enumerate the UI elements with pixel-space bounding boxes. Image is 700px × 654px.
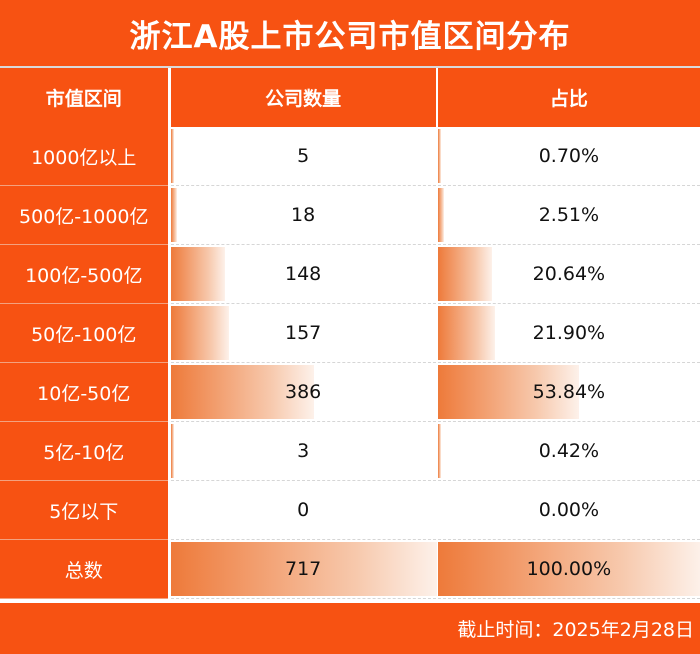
count-cell: 18: [170, 186, 436, 245]
market-cap-table: 市值区间 公司数量 占比 1000亿以上 5 0.70% 500亿-1000亿 18 2.…: [0, 68, 700, 599]
ratio-bar: [437, 247, 493, 301]
table-header-row: 市值区间 公司数量 占比: [0, 68, 700, 127]
ratio-cell: 20.64%: [437, 245, 700, 304]
count-cell: 157: [170, 304, 436, 363]
count-value: 5: [297, 145, 310, 167]
table-row: 100亿-500亿 148 20.64%: [0, 245, 700, 304]
ratio-cell: 21.90%: [437, 304, 700, 363]
table-row: 5亿-10亿 3 0.42%: [0, 422, 700, 481]
ratio-value: 2.51%: [538, 204, 600, 226]
count-cell: 3: [170, 422, 436, 481]
ratio-bar: [437, 188, 445, 242]
count-bar: [170, 247, 226, 301]
count-cell: 5: [170, 127, 436, 186]
ratio-cell: 2.51%: [437, 186, 700, 245]
range-cell: 总数: [0, 540, 168, 599]
ratio-value: 53.84%: [532, 381, 606, 403]
count-cell: 717: [170, 540, 437, 599]
count-cell: 148: [170, 245, 436, 304]
ratio-bar: [437, 365, 580, 419]
ratio-cell: 0.70%: [437, 127, 700, 186]
ratio-bar: [437, 424, 441, 478]
range-cell: 100亿-500亿: [0, 245, 168, 304]
ratio-bar: [437, 542, 700, 596]
count-cell: 386: [170, 363, 436, 422]
count-cell: 0: [170, 481, 436, 540]
column-header-ratio: 占比: [437, 68, 700, 127]
ratio-value: 0.00%: [538, 499, 600, 521]
ratio-value: 20.64%: [532, 263, 606, 285]
count-value: 148: [285, 263, 322, 285]
count-value: 717: [285, 558, 322, 580]
table-row: 10亿-50亿 386 53.84%: [0, 363, 700, 422]
title-divider: [0, 66, 700, 68]
count-bar: [170, 129, 174, 183]
page-title: 浙江A股上市公司市值区间分布: [0, 0, 700, 66]
ratio-cell: 0.00%: [437, 481, 700, 540]
table-row: 500亿-1000亿 18 2.51%: [0, 186, 700, 245]
range-cell: 5亿以下: [0, 481, 168, 540]
count-value: 18: [291, 204, 316, 226]
column-header-range: 市值区间: [0, 68, 168, 127]
table-row: 50亿-100亿 157 21.90%: [0, 304, 700, 363]
count-bar: [170, 188, 178, 242]
count-value: 3: [297, 440, 310, 462]
count-bar: [170, 424, 174, 478]
column-header-count: 公司数量: [170, 68, 436, 127]
table-row: 5亿以下 0 0.00%: [0, 481, 700, 540]
count-bar: [170, 542, 437, 596]
table-row: 1000亿以上 5 0.70%: [0, 127, 700, 186]
ratio-bar: [437, 306, 496, 360]
ratio-bar: [437, 129, 441, 183]
ratio-value: 0.70%: [538, 145, 600, 167]
ratio-value: 21.90%: [532, 322, 606, 344]
range-cell: 5亿-10亿: [0, 422, 168, 481]
count-bar: [170, 306, 229, 360]
count-value: 0: [297, 499, 310, 521]
range-cell: 1000亿以上: [0, 127, 168, 186]
cutoff-date: 截止时间：2025年2月28日: [0, 603, 700, 654]
table-row: 总数 717 100.00%: [0, 540, 700, 599]
ratio-value: 0.42%: [538, 440, 600, 462]
range-cell: 10亿-50亿: [0, 363, 168, 422]
ratio-cell: 53.84%: [437, 363, 700, 422]
range-cell: 500亿-1000亿: [0, 186, 168, 245]
count-bar: [170, 365, 314, 419]
count-value: 157: [285, 322, 322, 344]
ratio-value: 100.00%: [526, 558, 612, 580]
ratio-cell: 0.42%: [437, 422, 700, 481]
range-cell: 50亿-100亿: [0, 304, 168, 363]
table-body: 1000亿以上 5 0.70% 500亿-1000亿 18 2.51% 100亿-500亿 1…: [0, 127, 700, 599]
ratio-cell: 100.00%: [437, 540, 700, 599]
count-value: 386: [285, 381, 322, 403]
